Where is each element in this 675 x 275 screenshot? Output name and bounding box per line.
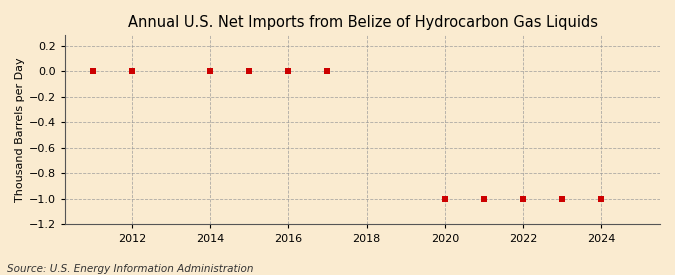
Point [518,197,529,201]
Point [283,69,294,73]
Text: Source: U.S. Energy Information Administration: Source: U.S. Energy Information Administ… [7,264,253,274]
Point [244,69,254,73]
Point [596,197,607,201]
Point [557,197,568,201]
Title: Annual U.S. Net Imports from Belize of Hydrocarbon Gas Liquids: Annual U.S. Net Imports from Belize of H… [128,15,597,30]
Point [439,197,450,201]
Point [322,69,333,73]
Point [205,69,215,73]
Y-axis label: Thousand Barrels per Day: Thousand Barrels per Day [15,57,25,202]
Point [479,197,489,201]
Point [87,69,98,73]
Point [126,69,137,73]
